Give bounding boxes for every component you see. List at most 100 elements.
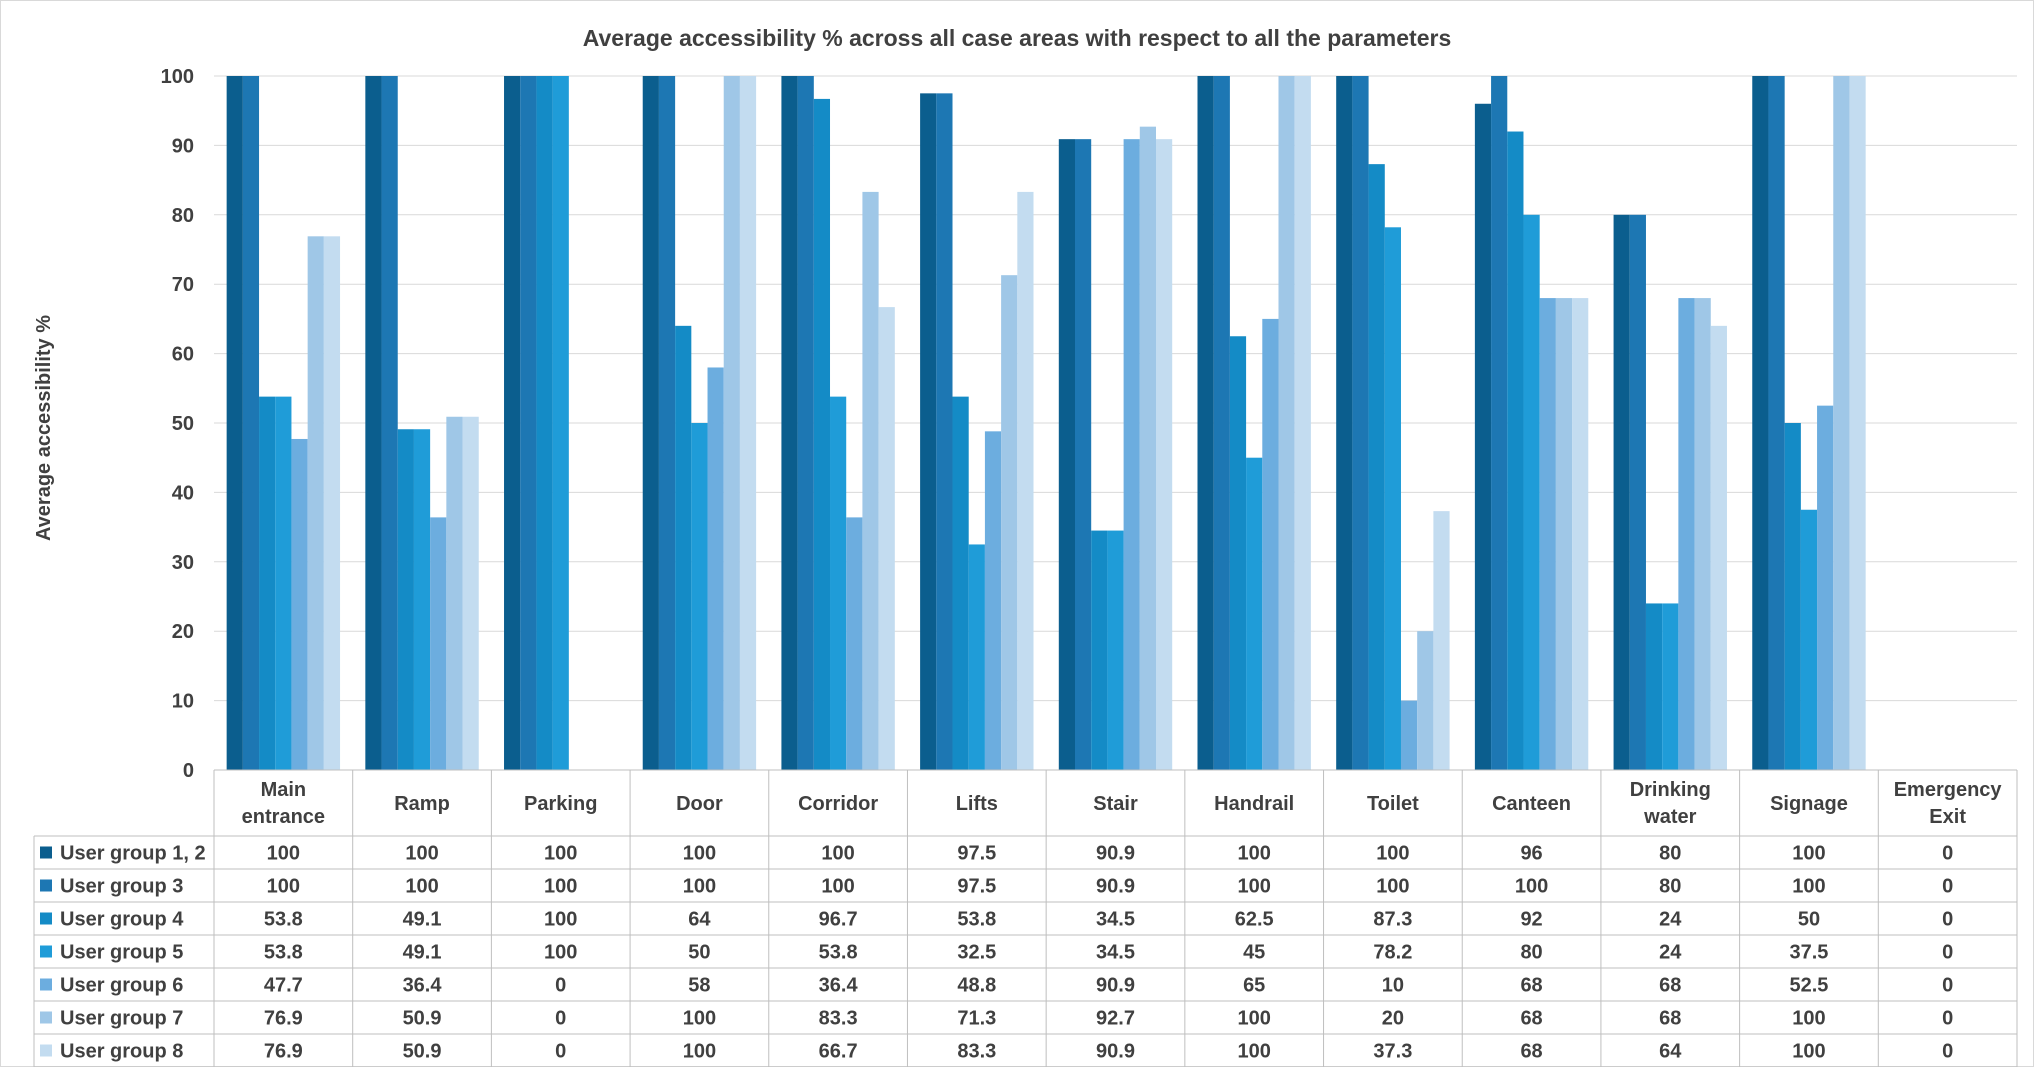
bar-main-entrance-user-group-1-2 xyxy=(226,76,243,770)
bar-drinking-water-user-group-6 xyxy=(1678,298,1695,770)
table-cell-user-group-6-corridor: 36.4 xyxy=(819,975,859,997)
table-cell-user-group-1-2-drinking-water: 80 xyxy=(1659,843,1681,865)
y-axis-label: Average accessibility % xyxy=(33,315,55,541)
bar-stair-user-group-1-2 xyxy=(1058,139,1075,771)
category-label-canteen: Canteen xyxy=(1492,793,1571,815)
bar-toilet-user-group-7 xyxy=(1417,631,1434,770)
bar-handrail-user-group-1-2 xyxy=(1197,76,1214,770)
table-cell-user-group-7-lifts: 71.3 xyxy=(957,1008,996,1030)
table-cell-user-group-5-signage: 37.5 xyxy=(1789,942,1828,964)
bar-canteen-user-group-7 xyxy=(1555,298,1573,770)
legend-key-user-group-4 xyxy=(40,912,52,925)
table-cell-user-group-3-parking: 100 xyxy=(544,876,577,898)
table-cell-user-group-7-toilet: 20 xyxy=(1382,1008,1404,1030)
table-cell-user-group-5-drinking-water: 24 xyxy=(1659,942,1682,964)
bar-door-user-group-5 xyxy=(691,423,708,770)
table-cell-user-group-6-door: 58 xyxy=(688,975,710,997)
table-cell-user-group-3-door: 100 xyxy=(683,876,716,898)
table-cell-user-group-8-toilet: 37.3 xyxy=(1373,1041,1412,1063)
table-cell-user-group-6-handrail: 65 xyxy=(1243,975,1265,997)
bar-drinking-water-user-group-7 xyxy=(1694,298,1711,770)
bar-drinking-water-user-group-8 xyxy=(1710,325,1727,770)
bar-stair-user-group-5 xyxy=(1107,530,1124,770)
table-cell-user-group-5-stair: 34.5 xyxy=(1096,942,1135,964)
series-name-user-group-8: User group 8 xyxy=(60,1041,183,1063)
bar-signage-user-group-6 xyxy=(1817,405,1834,770)
bar-lifts-user-group-7 xyxy=(1001,275,1018,770)
table-cell-user-group-5-toilet: 78.2 xyxy=(1373,942,1412,964)
table-cell-user-group-3-corridor: 100 xyxy=(821,876,854,898)
series-name-user-group-7: User group 7 xyxy=(60,1008,183,1030)
table-cell-user-group-7-parking: 0 xyxy=(555,1008,566,1030)
bar-main-entrance-user-group-3 xyxy=(242,76,260,770)
table-cell-user-group-8-drinking-water: 64 xyxy=(1659,1041,1682,1063)
bar-toilet-user-group-6 xyxy=(1400,700,1418,770)
bar-signage-user-group-8 xyxy=(1849,76,1866,770)
table-cell-user-group-3-signage: 100 xyxy=(1792,876,1825,898)
table-cell-user-group-1-2-handrail: 100 xyxy=(1238,843,1271,865)
bar-corridor-user-group-7 xyxy=(862,191,879,770)
table-cell-user-group-6-stair: 90.9 xyxy=(1096,975,1135,997)
category-label-door: Door xyxy=(676,793,723,815)
bar-parking-user-group-1-2 xyxy=(504,76,521,770)
table-cell-user-group-3-lifts: 97.5 xyxy=(957,876,996,898)
legend-key-user-group-1-2 xyxy=(40,846,52,859)
bar-toilet-user-group-3 xyxy=(1352,76,1369,770)
bar-signage-user-group-3 xyxy=(1768,76,1785,770)
bar-stair-user-group-7 xyxy=(1139,126,1156,771)
table-cell-user-group-4-canteen: 92 xyxy=(1520,909,1542,931)
bar-canteen-user-group-3 xyxy=(1491,76,1508,770)
bar-corridor-user-group-3 xyxy=(797,76,814,770)
table-cell-user-group-4-drinking-water: 24 xyxy=(1659,909,1682,931)
table-cell-user-group-6-signage: 52.5 xyxy=(1789,975,1828,997)
y-tick-label-70: 70 xyxy=(172,274,194,296)
table-cell-user-group-8-main-entrance: 76.9 xyxy=(264,1041,303,1063)
bar-door-user-group-1-2 xyxy=(642,76,659,770)
category-label-lifts: Lifts xyxy=(956,793,998,815)
bar-toilet-user-group-8 xyxy=(1433,511,1450,770)
table-cell-user-group-7-canteen: 68 xyxy=(1520,1008,1542,1030)
table-cell-user-group-6-ramp: 36.4 xyxy=(403,975,443,997)
bar-corridor-user-group-4 xyxy=(813,98,831,771)
category-label-emergency-exit: Emergency Exit xyxy=(1894,779,2003,828)
table-cell-user-group-7-stair: 92.7 xyxy=(1096,1008,1135,1030)
bar-lifts-user-group-4 xyxy=(952,396,969,770)
bar-door-user-group-6 xyxy=(707,367,724,770)
table-cell-user-group-4-toilet: 87.3 xyxy=(1373,909,1412,931)
bar-lifts-user-group-8 xyxy=(1017,191,1034,770)
bar-toilet-user-group-4 xyxy=(1368,164,1385,770)
table-cell-user-group-8-corridor: 66.7 xyxy=(819,1041,858,1063)
table-cell-user-group-7-signage: 100 xyxy=(1792,1008,1825,1030)
bar-handrail-user-group-7 xyxy=(1278,76,1295,770)
series-name-user-group-5: User group 5 xyxy=(60,942,183,964)
bar-stair-user-group-6 xyxy=(1123,139,1140,771)
bar-corridor-user-group-1-2 xyxy=(781,76,798,770)
bar-toilet-user-group-5 xyxy=(1384,227,1401,771)
table-cell-user-group-3-stair: 90.9 xyxy=(1096,876,1135,898)
table-cell-user-group-1-2-signage: 100 xyxy=(1792,843,1825,865)
table-cell-user-group-4-parking: 100 xyxy=(544,909,577,931)
table-cell-user-group-6-lifts: 48.8 xyxy=(957,975,996,997)
y-tick-label-30: 30 xyxy=(172,552,194,574)
bar-stair-user-group-4 xyxy=(1091,530,1108,770)
table-cell-user-group-1-2-ramp: 100 xyxy=(405,843,438,865)
bar-drinking-water-user-group-1-2 xyxy=(1613,214,1630,771)
bar-toilet-user-group-1-2 xyxy=(1336,76,1353,770)
table-cell-user-group-5-corridor: 53.8 xyxy=(819,942,858,964)
bar-lifts-user-group-5 xyxy=(968,544,985,770)
series-name-user-group-1-2: User group 1, 2 xyxy=(60,843,206,865)
bar-main-entrance-user-group-4 xyxy=(259,396,276,770)
y-tick-label-50: 50 xyxy=(172,413,194,435)
table-cell-user-group-6-main-entrance: 47.7 xyxy=(264,975,303,997)
bar-ramp-user-group-8 xyxy=(462,416,479,770)
bar-main-entrance-user-group-7 xyxy=(307,236,324,771)
category-label-ramp: Ramp xyxy=(394,793,450,815)
y-tick-label-90: 90 xyxy=(172,135,194,157)
bar-corridor-user-group-6 xyxy=(846,517,863,770)
table-cell-user-group-7-door: 100 xyxy=(683,1008,716,1030)
table-cell-user-group-4-handrail: 62.5 xyxy=(1235,909,1274,931)
bar-canteen-user-group-6 xyxy=(1539,298,1556,770)
table-cell-user-group-5-parking: 100 xyxy=(544,942,577,964)
bar-drinking-water-user-group-4 xyxy=(1645,603,1663,770)
